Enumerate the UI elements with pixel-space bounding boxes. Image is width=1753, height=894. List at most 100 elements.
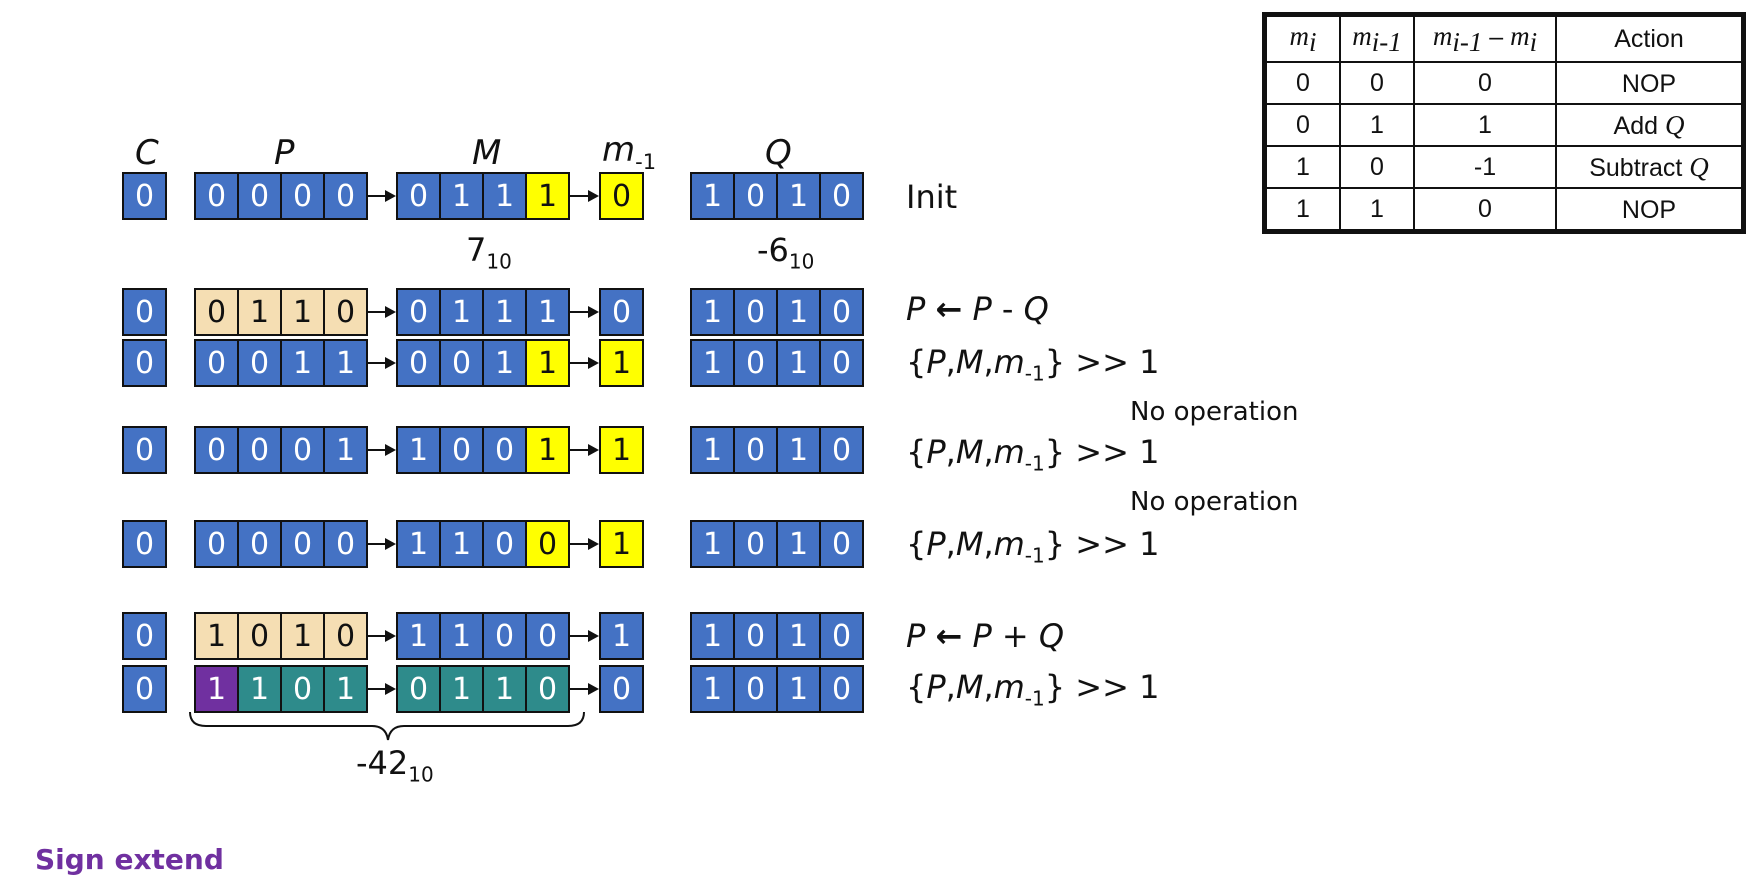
truth-action-text: NOP [1621,195,1677,224]
truth-header-diff-b: m [1510,20,1530,51]
truth-header-mi-base: m [1289,20,1309,51]
p-register-bit: 0 [237,520,282,568]
q-register-bit: 0 [819,288,864,336]
m-register-bit: 1 [439,520,484,568]
q-register-bit: 0 [733,288,778,336]
q-value-base: 10 [788,249,815,274]
m-register-bit: 1 [525,339,570,387]
q-register-bit: 1 [776,288,821,336]
truth-action-text: Subtract [1589,153,1690,182]
m-register-bit: 1 [439,612,484,660]
shift-arrow [570,630,599,642]
result-decimal-value: -4210 [356,744,434,786]
truth-cell-mi: 0 [1263,103,1341,147]
q-register-bit: 1 [690,665,735,713]
m-minus-1-bit: 1 [599,612,644,660]
result-value-number: -42 [356,744,409,782]
p-register-bit: 1 [323,339,368,387]
p-register-bit: 0 [280,426,325,474]
shift-arrow [368,630,396,642]
note-no-operation-2: No operation [1130,487,1299,517]
shift-arrow [570,444,599,456]
truth-cell-action: NOP [1555,61,1745,105]
p-register-bit: 0 [323,288,368,336]
step-label: {P,M,m-1} >> 1 [906,433,1160,476]
shift-arrow [570,538,599,550]
carry-bit: 0 [122,288,167,336]
carry-bit: 0 [122,612,167,660]
q-register-bit: 1 [690,426,735,474]
truth-header-diff-a-sub: i-1 [1452,26,1483,57]
truth-header-diff: mi-1 – mi [1413,13,1557,63]
carry-bit: 0 [122,426,167,474]
booth-truth-table: mi mi-1 mi-1 – mi Action 0 0 0 NOP 0 1 1… [1262,12,1746,234]
p-register-bit: 0 [280,172,325,220]
m-register-bit: 1 [396,426,441,474]
p-register-bit: 1 [323,665,368,713]
q-register-bit: 1 [776,520,821,568]
p-register-bit: 0 [237,339,282,387]
q-register-bit: 1 [690,172,735,220]
truth-cell-diff: -1 [1413,145,1557,189]
p-register-bit: 0 [194,288,239,336]
m-register-bit: 0 [525,520,570,568]
q-register-bit: 0 [819,520,864,568]
truth-table-row: 0 1 1 Add Q [1263,103,1745,147]
q-register-bit: 1 [690,288,735,336]
m-register-bit: 1 [396,520,441,568]
truth-table-row: 1 0 -1 Subtract Q [1263,145,1745,189]
shift-arrow [368,683,396,695]
q-register-bit: 0 [733,426,778,474]
p-register-bit: 0 [194,426,239,474]
q-register-bit: 0 [819,172,864,220]
m-register-bit: 0 [396,665,441,713]
q-register-bit: 0 [819,426,864,474]
truth-cell-mi1: 0 [1339,145,1415,189]
q-decimal-value: -610 [757,231,814,273]
header-m: M [472,133,502,173]
carry-bit: 0 [122,665,167,713]
p-register-bit: 0 [323,172,368,220]
note-no-operation-1: No operation [1130,397,1299,427]
m-register-bit: 1 [525,288,570,336]
truth-header-mi1: mi-1 [1339,13,1415,63]
q-register-bit: 1 [776,612,821,660]
m-minus-1-bit: 1 [599,339,644,387]
step-label: P ← P + Q [906,617,1065,655]
carry-bit: 0 [122,520,167,568]
shift-arrow [368,190,396,202]
header-m-minus-1-base: m [602,130,636,170]
truth-cell-mi: 1 [1263,145,1341,189]
carry-bit: 0 [122,172,167,220]
q-value-number: -6 [757,231,789,269]
q-register-bit: 0 [733,520,778,568]
truth-cell-mi: 1 [1263,187,1341,233]
shift-arrow [368,306,396,318]
m-register-bit: 1 [439,665,484,713]
shift-arrow [368,444,396,456]
m-register-bit: 1 [482,339,527,387]
step-label: {P,M,m-1} >> 1 [906,343,1160,386]
shift-arrow [570,190,599,202]
m-minus-1-bit: 0 [599,665,644,713]
m-decimal-value: 710 [466,231,512,273]
m-register-bit: 1 [439,288,484,336]
truth-cell-diff: 0 [1413,187,1557,233]
truth-cell-diff: 1 [1413,103,1557,147]
result-brace-path [189,711,585,741]
m-register-bit: 1 [525,172,570,220]
m-minus-1-bit: 0 [599,288,644,336]
m-minus-1-bit: 1 [599,520,644,568]
q-register-bit: 1 [776,339,821,387]
m-register-bit: 0 [525,665,570,713]
p-register-bit: 0 [280,520,325,568]
truth-cell-mi1: 0 [1339,61,1415,105]
result-value-base: 10 [408,762,434,787]
truth-cell-diff: 0 [1413,61,1557,105]
header-q: Q [765,133,792,173]
truth-cell-action: Subtract Q [1555,145,1745,189]
truth-header-mi: mi [1263,13,1341,63]
q-register-bit: 0 [819,665,864,713]
